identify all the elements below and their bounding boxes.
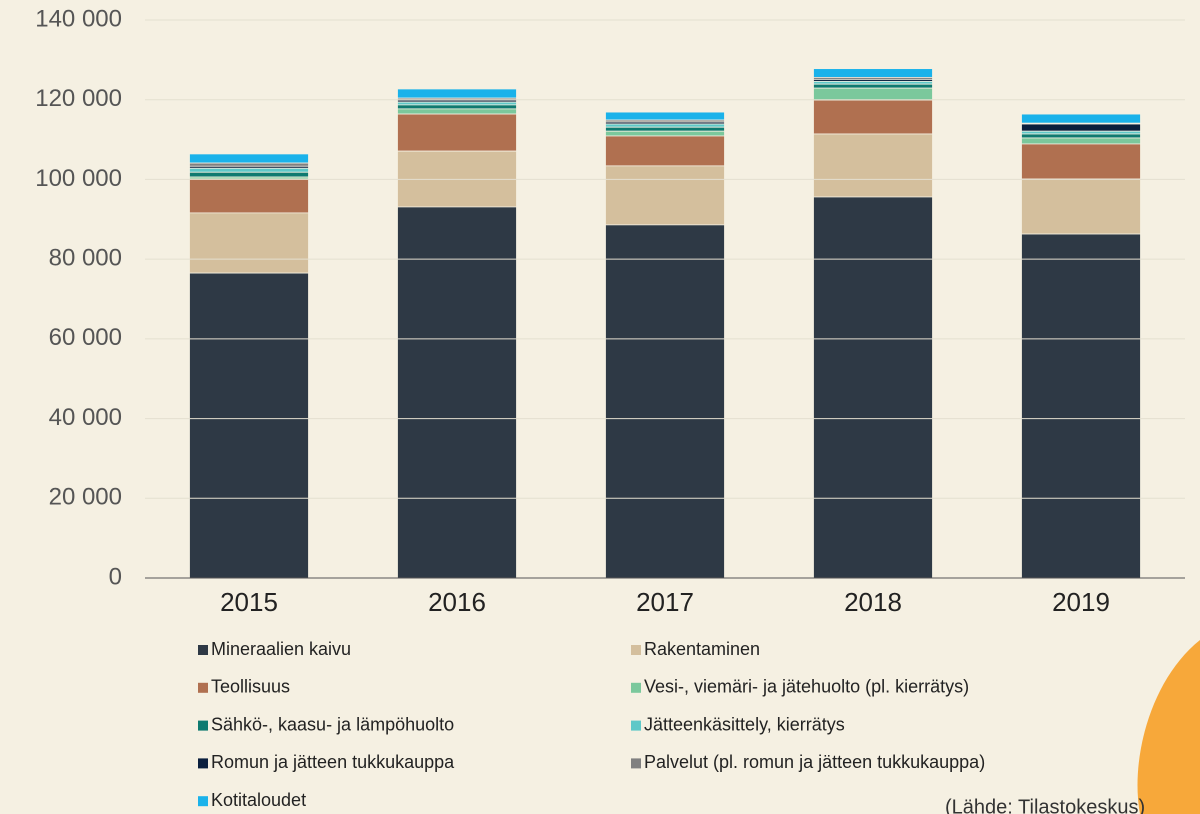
legend-label: Kotitaloudet: [211, 790, 306, 810]
legend-label: Vesi-, viemäri- ja jätehuolto (pl. kierr…: [644, 677, 969, 697]
bar-segment: [397, 88, 517, 99]
y-tick-label: 120 000: [35, 85, 122, 112]
y-tick-label: 60 000: [49, 324, 122, 351]
bar-segment: [605, 224, 725, 579]
bar-segment: [397, 206, 517, 579]
y-tick-label: 140 000: [35, 5, 122, 32]
legend-label: Sähkö-, kaasu- ja lämpöhuolto: [211, 714, 454, 734]
bar-segment: [189, 153, 309, 164]
bar-segment: [813, 196, 933, 579]
legend-label: Jätteenkäsittely, kierrätys: [644, 714, 845, 734]
y-tick-label: 40 000: [49, 404, 122, 431]
bar-segment: [813, 99, 933, 135]
bar-segment: [605, 123, 725, 128]
bar-segment: [605, 130, 725, 137]
bar-segment: [1021, 143, 1141, 180]
source-note: (Lähde: Tilastokeskus): [945, 796, 1145, 814]
bar-segment: [189, 212, 309, 274]
legend-swatch: [198, 796, 208, 807]
legend-swatch: [198, 720, 208, 731]
legend-swatch: [198, 682, 208, 693]
bar-segment: [605, 165, 725, 226]
bar-segment: [1021, 233, 1141, 579]
legend-label: Romun ja jätteen tukkukauppa: [211, 752, 455, 772]
legend-label: Rakentaminen: [644, 639, 760, 659]
legend-swatch: [198, 645, 208, 655]
bar-segment: [1021, 133, 1141, 139]
bar-segment: [813, 83, 933, 89]
y-tick-label: 20 000: [49, 484, 122, 511]
bar-segment: [1021, 137, 1141, 145]
bar-segment: [1021, 178, 1141, 235]
legend-label: Mineraalien kaivu: [211, 639, 351, 659]
bar-segment: [813, 68, 933, 78]
bar-segment: [397, 104, 517, 110]
bar-segment: [189, 272, 309, 579]
decoration: [1137, 640, 1200, 814]
legend-swatch: [631, 758, 641, 769]
bar-segment: [397, 101, 517, 106]
bar-segment: [813, 80, 933, 85]
bar-segment: [397, 113, 517, 152]
bar-segment: [813, 133, 933, 198]
legend-swatch: [631, 645, 641, 655]
x-tick-label: 2017: [636, 587, 694, 617]
bar-segment: [189, 178, 309, 214]
bar-segment: [189, 162, 309, 167]
bar-segment: [605, 135, 725, 167]
bar-segment: [1021, 113, 1141, 124]
bar-segment: [1021, 123, 1141, 132]
bar-segment: [1021, 130, 1141, 135]
legend-swatch: [198, 758, 208, 769]
bar-segment: [605, 111, 725, 121]
bar-segment: [605, 126, 725, 132]
bar-segment: [189, 167, 309, 173]
y-tick-label: 100 000: [35, 165, 122, 192]
legend-swatch: [631, 720, 641, 731]
bar-segment: [397, 108, 517, 115]
x-tick-label: 2015: [220, 587, 278, 617]
x-tick-label: 2016: [428, 587, 486, 617]
bar-segment: [189, 171, 309, 178]
legend-label: Teollisuus: [211, 677, 290, 697]
x-tick-label: 2018: [844, 587, 902, 617]
legend-label: Palvelut (pl. romun ja jätteen tukkukaup…: [644, 752, 985, 772]
legend-swatch: [631, 682, 641, 693]
bar-segment: [813, 87, 933, 101]
x-tick-label: 2019: [1052, 587, 1110, 617]
y-tick-label: 80 000: [49, 244, 122, 271]
y-tick-label: 0: [109, 563, 122, 590]
